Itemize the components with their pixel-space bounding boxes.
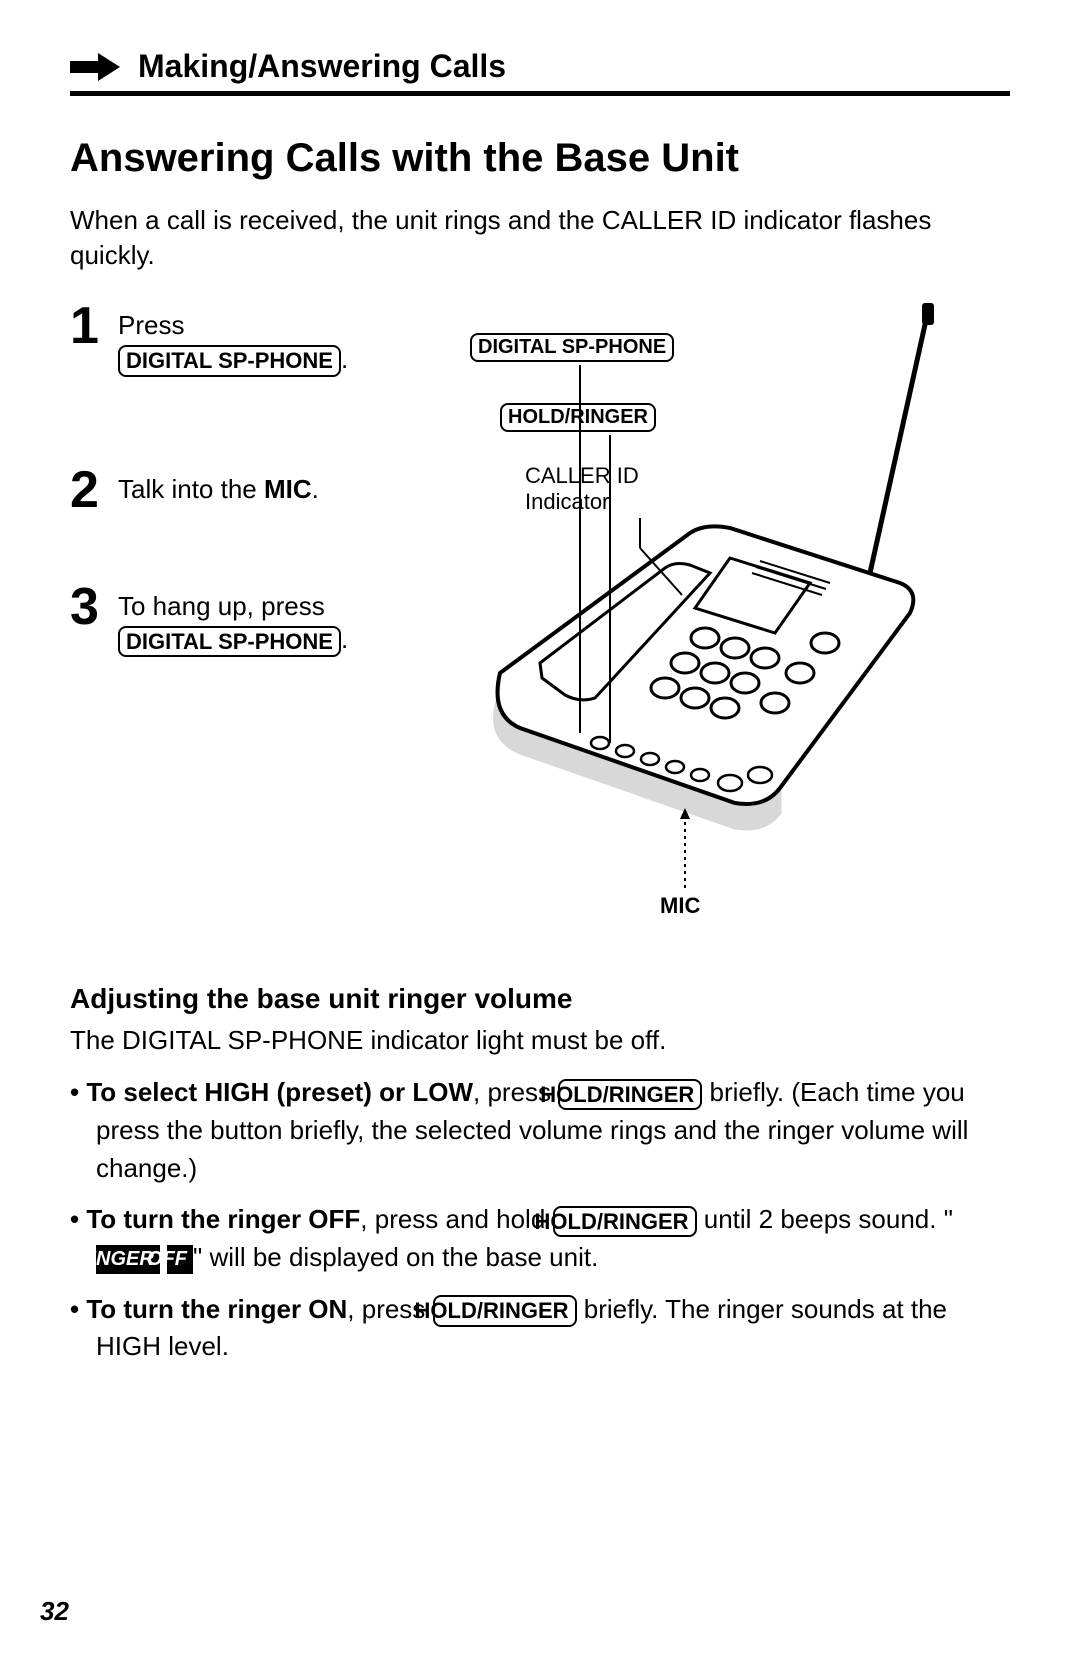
step-text: To hang up, press: [118, 591, 325, 621]
step-text: Press: [118, 310, 184, 340]
mic-bold: MIC: [264, 474, 312, 504]
bullet-lead: To select HIGH (preset) or LOW: [86, 1077, 473, 1107]
step-body: Talk into the MIC.: [118, 467, 319, 507]
step-body: To hang up, press DIGITAL SP-PHONE.: [118, 584, 348, 658]
bullet-item: To turn the ringer OFF, press and hold H…: [70, 1201, 1010, 1276]
header-row: Making/Answering Calls: [70, 48, 1010, 85]
step-text: Talk into the: [118, 474, 264, 504]
hold-ringer-button-label: HOLD/RINGER: [553, 1206, 697, 1238]
bullet-text: , press and hold: [360, 1204, 552, 1234]
step-3: 3 To hang up, press DIGITAL SP-PHONE.: [70, 584, 430, 658]
arrow-right-icon: [70, 53, 120, 81]
bullet-text: until 2 beeps sound. ": [697, 1204, 953, 1234]
steps-column: 1 Press DIGITAL SP-PHONE. 2 Talk into th…: [70, 303, 430, 727]
section-header-title: Making/Answering Calls: [138, 48, 506, 85]
bullet-text: " will be displayed on the base unit.: [193, 1242, 598, 1272]
content-row: 1 Press DIGITAL SP-PHONE. 2 Talk into th…: [70, 303, 1010, 943]
digital-sp-phone-button-label: DIGITAL SP-PHONE: [118, 345, 341, 377]
step-number: 3: [70, 584, 118, 631]
digital-sp-phone-button-label: DIGITAL SP-PHONE: [118, 626, 341, 658]
bullet-list: To select HIGH (preset) or LOW, press HO…: [70, 1074, 1010, 1366]
hold-ringer-button-label: HOLD/RINGER: [558, 1079, 702, 1111]
step-text: .: [312, 474, 319, 504]
bullet-lead: To turn the ringer OFF: [86, 1204, 360, 1234]
diagram-column: DIGITAL SP-PHONE HOLD/RINGER CALLER ID I…: [430, 303, 1010, 943]
intro-text: When a call is received, the unit rings …: [70, 203, 1010, 273]
section2-title: Adjusting the base unit ringer volume: [70, 983, 1010, 1015]
header-rule: [70, 91, 1010, 96]
step-text: .: [341, 624, 348, 654]
bullet-item: To turn the ringer ON, press HOLD/RINGER…: [70, 1291, 1010, 1366]
step-2: 2 Talk into the MIC.: [70, 467, 430, 514]
phone-base-icon: [430, 303, 990, 943]
step-text: .: [341, 344, 348, 374]
page-title: Answering Calls with the Base Unit: [70, 136, 1010, 181]
step-number: 2: [70, 467, 118, 514]
page-number: 32: [40, 1596, 69, 1627]
step-number: 1: [70, 303, 118, 350]
step-1: 1 Press DIGITAL SP-PHONE.: [70, 303, 430, 377]
step-body: Press DIGITAL SP-PHONE.: [118, 303, 348, 377]
bullet-lead: To turn the ringer ON: [86, 1294, 347, 1324]
page: Making/Answering Calls Answering Calls w…: [0, 0, 1080, 1667]
section2-intro: The DIGITAL SP-PHONE indicator light mus…: [70, 1025, 1010, 1056]
bullet-item: To select HIGH (preset) or LOW, press HO…: [70, 1074, 1010, 1187]
hold-ringer-button-label: HOLD/RINGER: [433, 1295, 577, 1327]
off-inverse-label: OFF: [167, 1245, 193, 1274]
